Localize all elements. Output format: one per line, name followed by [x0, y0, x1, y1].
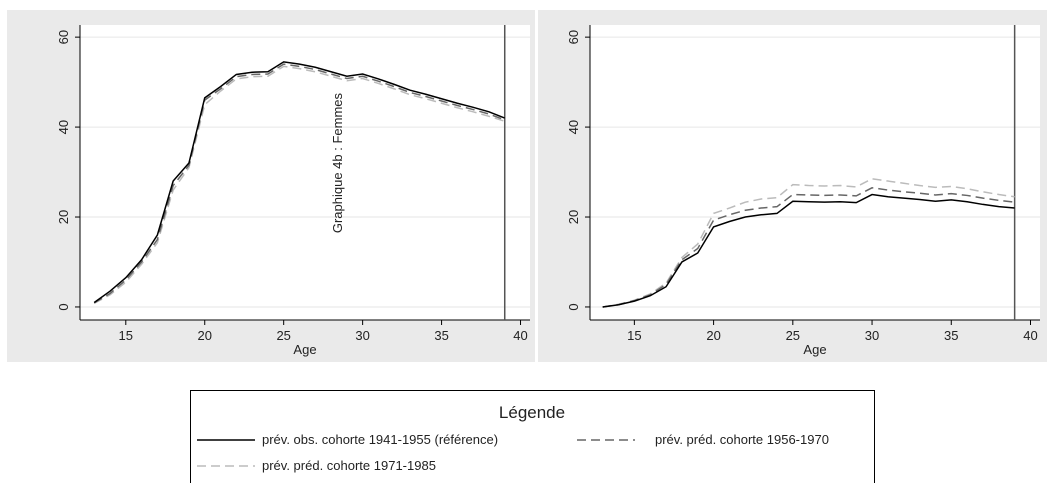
- y-tick-label: 20: [566, 210, 581, 224]
- plot-area: [80, 25, 530, 320]
- x-tick-label: 20: [198, 328, 212, 343]
- y-tick-label: 0: [566, 303, 581, 310]
- series-line: [602, 193, 1015, 308]
- y-tick-label: 60: [56, 30, 71, 44]
- plot-area: [590, 25, 1040, 320]
- series-line: [602, 178, 1015, 308]
- x-axis-label: Age: [803, 342, 826, 357]
- y-tick-label: 20: [56, 210, 71, 224]
- legend-label: prév. préd. cohorte 1956-1970: [655, 432, 829, 447]
- x-tick-label: 35: [434, 328, 448, 343]
- y-tick-label: 0: [56, 303, 71, 310]
- legend-box: [190, 390, 875, 483]
- x-tick-label: 15: [627, 328, 641, 343]
- annotation: Graphique 4b : Femmes: [330, 92, 345, 233]
- x-tick-label: 25: [276, 328, 290, 343]
- series-line: [93, 65, 505, 305]
- x-tick-label: 20: [706, 328, 720, 343]
- x-tick-label: 30: [865, 328, 879, 343]
- x-tick-label: 15: [119, 328, 133, 343]
- x-tick-label: 30: [355, 328, 369, 343]
- legend-label: prév. obs. cohorte 1941-1955 (référence): [262, 432, 498, 447]
- series-line: [93, 61, 506, 304]
- x-axis-label: Age: [293, 342, 316, 357]
- x-tick-label: 40: [513, 328, 527, 343]
- series-line: [602, 187, 1015, 308]
- x-tick-label: 35: [944, 328, 958, 343]
- legend-title: Légende: [499, 403, 565, 422]
- legend-label: prév. préd. cohorte 1971-1985: [262, 458, 436, 473]
- y-tick-label: 40: [56, 120, 71, 134]
- y-tick-label: 40: [566, 120, 581, 134]
- x-tick-label: 40: [1023, 328, 1037, 343]
- y-tick-label: 60: [566, 30, 581, 44]
- x-tick-label: 25: [786, 328, 800, 343]
